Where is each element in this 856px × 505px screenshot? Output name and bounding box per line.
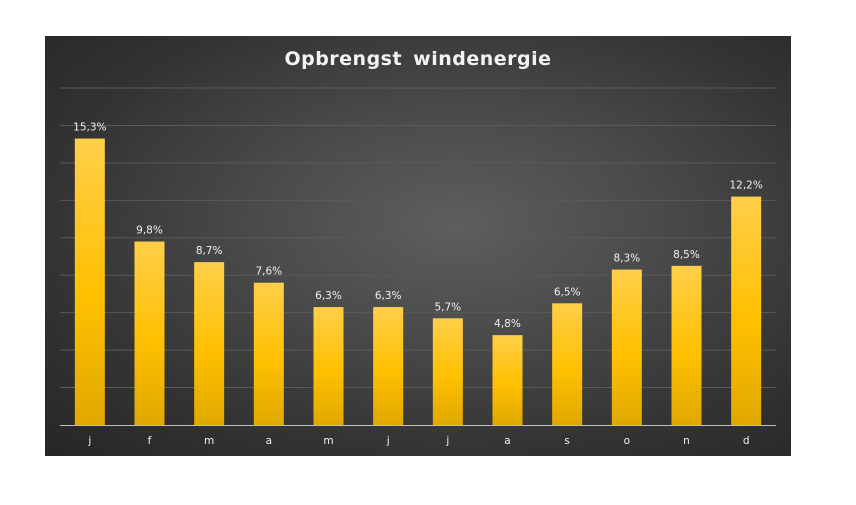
- x-tick-label-1: j: [87, 435, 91, 447]
- data-label-5: 6,3%: [315, 290, 342, 302]
- bar-11: [671, 265, 702, 425]
- data-label-11: 8,5%: [673, 249, 700, 261]
- bar-9: [552, 303, 583, 425]
- bar-1: [74, 138, 105, 426]
- chart-title: Opbrengst windenergie: [284, 48, 552, 70]
- bar-7: [432, 318, 463, 425]
- bar-4: [253, 282, 284, 425]
- data-label-7: 5,7%: [434, 301, 461, 313]
- bars: [74, 138, 762, 426]
- data-label-1: 15,3%: [73, 122, 106, 134]
- x-tick-label-3: m: [204, 435, 214, 447]
- x-tick-label-12: d: [743, 435, 750, 447]
- data-label-9: 6,5%: [554, 286, 581, 298]
- bar-2: [134, 241, 165, 425]
- x-tick-label-7: j: [445, 435, 449, 447]
- data-label-2: 9,8%: [136, 225, 163, 237]
- data-label-12: 12,2%: [729, 180, 762, 192]
- x-tick-label-8: a: [504, 435, 510, 447]
- x-tick-label-6: j: [386, 435, 390, 447]
- data-label-8: 4,8%: [494, 318, 521, 330]
- chart-area: Opbrengst windenergie 15,3% 9,8% 8,7% 7,6% 6…: [45, 36, 791, 456]
- data-labels: 15,3% 9,8% 8,7% 7,6% 6,3% 6,3% 5,7% 4,8% 6,5% 8,3…: [73, 122, 763, 331]
- bar-10: [611, 269, 642, 425]
- chart-plot: 15,3% 9,8% 8,7% 7,6% 6,3% 6,3% 5,7% 4,8% 6,5% 8,3…: [60, 87, 776, 447]
- x-tick-label-10: o: [624, 435, 630, 447]
- x-tick-label-5: m: [323, 435, 333, 447]
- bar-8: [492, 335, 523, 425]
- x-tick-label-11: n: [683, 435, 690, 447]
- data-label-6: 6,3%: [375, 290, 402, 302]
- data-label-3: 8,7%: [196, 245, 223, 257]
- bar-3: [194, 262, 225, 425]
- bar-5: [313, 307, 344, 425]
- x-tick-label-2: f: [148, 435, 152, 447]
- data-label-10: 8,3%: [613, 253, 640, 265]
- x-tick-label-4: a: [266, 435, 272, 447]
- data-label-4: 7,6%: [255, 266, 282, 278]
- x-tick-label-9: s: [564, 435, 569, 447]
- bar-12: [731, 196, 762, 425]
- gridlines: [60, 87, 776, 389]
- bar-6: [373, 307, 404, 425]
